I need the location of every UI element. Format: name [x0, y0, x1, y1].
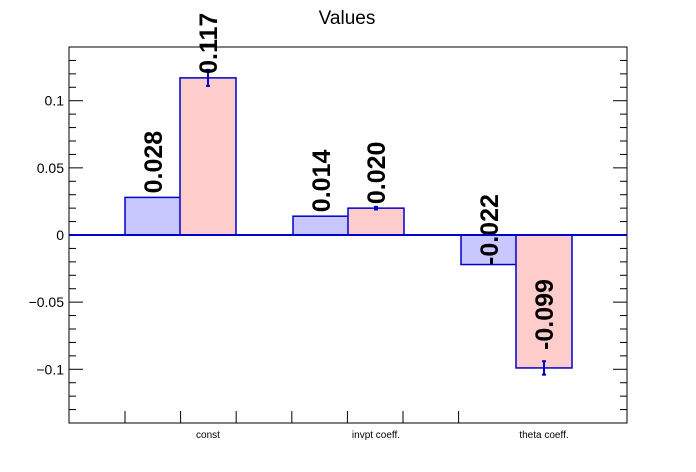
- y-tick-label: 0.05: [37, 160, 64, 176]
- y-tick-label: −0.1: [36, 361, 64, 377]
- bar: [347, 207, 405, 236]
- x-tick-label: const: [196, 430, 220, 441]
- bar: [124, 196, 182, 236]
- data-label: 0.014: [308, 150, 336, 213]
- data-label: 0.117: [195, 13, 223, 74]
- y-tick-label: 0: [56, 227, 64, 243]
- data-label: 0.028: [140, 131, 168, 194]
- x-tick-label: invpt coeff.: [352, 430, 400, 441]
- chart-title: Values: [319, 8, 376, 29]
- bar: [179, 77, 237, 236]
- data-label: -0.022: [476, 194, 504, 265]
- bar: [292, 215, 350, 236]
- data-label: -0.099: [531, 279, 559, 350]
- y-tick-label: 0.1: [45, 93, 65, 109]
- data-label: 0.020: [363, 142, 391, 205]
- plot-area: −0.1 −0.05 0 0.05 0.1 0.028 0.014 -0.022 0.117 0.…: [29, 13, 628, 441]
- x-tick-label: theta coeff.: [519, 430, 568, 441]
- y-tick-label: −0.05: [29, 294, 65, 310]
- bar: [515, 234, 573, 369]
